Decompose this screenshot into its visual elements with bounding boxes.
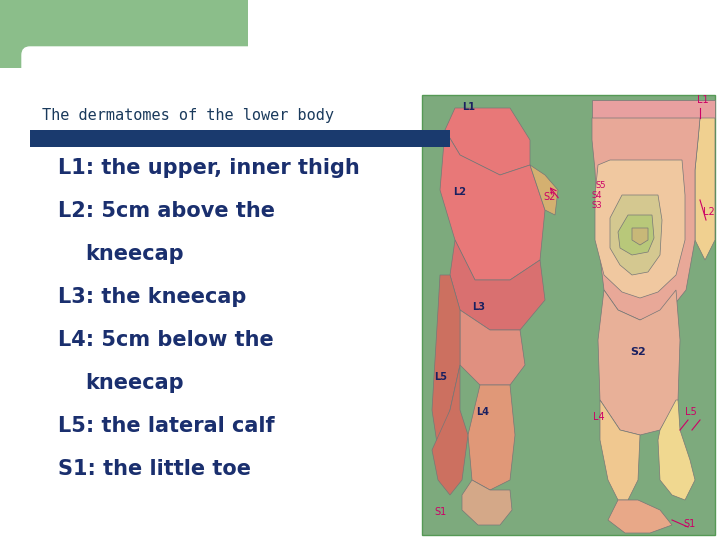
Polygon shape [468,385,515,490]
Polygon shape [432,275,460,450]
Text: S5: S5 [595,181,606,190]
Text: S1: S1 [683,519,696,529]
Text: kneecap: kneecap [85,373,184,393]
Text: L1: L1 [697,95,708,105]
Text: L5: L5 [685,407,697,417]
Text: L4: 5cm below the: L4: 5cm below the [58,330,274,350]
Polygon shape [595,160,685,298]
Polygon shape [695,118,715,260]
Text: L5: the lateral calf: L5: the lateral calf [58,416,274,436]
Polygon shape [530,165,558,215]
Polygon shape [610,195,662,275]
Text: kneecap: kneecap [85,244,184,264]
Text: S4: S4 [592,191,603,200]
Polygon shape [592,118,700,320]
Polygon shape [598,290,680,435]
Text: L4: L4 [476,407,489,417]
Polygon shape [432,365,468,495]
Polygon shape [618,215,654,255]
Polygon shape [658,400,695,500]
Polygon shape [440,130,545,280]
Text: S2: S2 [543,192,555,202]
Text: L2: 5cm above the: L2: 5cm above the [58,201,275,221]
Polygon shape [592,100,715,118]
Text: L1: L1 [462,102,475,112]
Polygon shape [445,108,530,175]
Text: S2: S2 [630,347,646,357]
Text: The dermatomes of the lower body: The dermatomes of the lower body [42,108,334,123]
Polygon shape [632,228,648,245]
FancyBboxPatch shape [22,47,458,538]
Polygon shape [460,310,525,385]
Text: L4: L4 [593,412,605,422]
Text: L5: L5 [434,372,447,382]
Text: S3: S3 [592,201,603,210]
Text: L2: L2 [703,207,715,217]
Text: S1: the little toe: S1: the little toe [58,459,251,479]
Bar [30,130,450,147]
Text: L3: the kneecap: L3: the kneecap [58,287,246,307]
Bar [0,0,248,68]
Polygon shape [462,480,512,525]
Text: L1: the upper, inner thigh: L1: the upper, inner thigh [58,158,360,178]
Bar [422,95,715,535]
Polygon shape [608,500,672,533]
Text: L2: L2 [453,187,466,197]
Polygon shape [600,400,640,500]
Polygon shape [450,240,545,330]
Text: L3: L3 [472,302,485,312]
Text: S1: S1 [434,507,446,517]
